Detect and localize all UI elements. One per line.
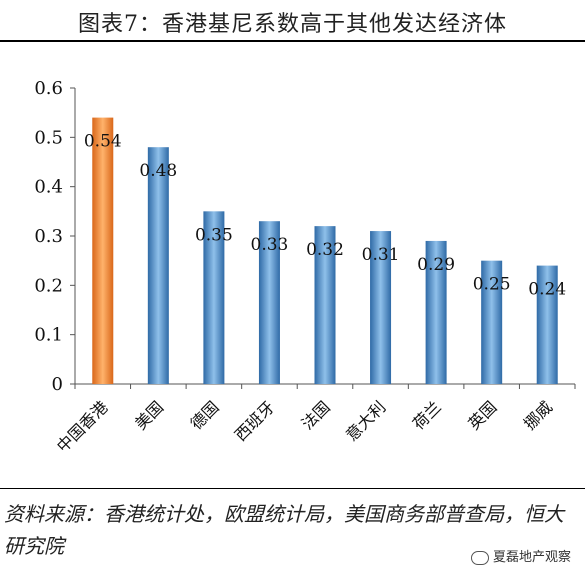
source-divider: [0, 488, 585, 489]
category-label: 西班牙: [231, 397, 278, 444]
y-tick-label: 0.4: [34, 177, 63, 198]
title-bar: 图表7：香港基尼系数高于其他发达经济体: [0, 0, 585, 40]
category-label: 挪威: [520, 397, 556, 433]
data-label: 0.32: [306, 240, 344, 260]
label-layer: 0.54 中国香港 0.48 美国 0.35 德国 0.33 西班牙 0.32 法国 0.31 意大利…: [53, 132, 566, 456]
y-tick-label: 0: [52, 374, 63, 395]
y-tick-label: 0.2: [34, 275, 63, 296]
data-label: 0.48: [139, 161, 177, 181]
data-label: 0.33: [251, 235, 289, 255]
page-title: 图表7：香港基尼系数高于其他发达经济体: [78, 12, 507, 37]
title-divider: [0, 40, 585, 42]
data-label: 0.54: [84, 132, 122, 152]
bar-layer: [92, 117, 558, 384]
wechat-icon: [470, 550, 489, 565]
data-label: 0.25: [473, 275, 511, 295]
category-label: 意大利: [342, 397, 389, 444]
bar-意大利: [370, 231, 392, 384]
bar-德国: [203, 211, 225, 384]
axis-layer: 0 0.1 0.2 0.3 0.4 0.5 0.6: [34, 78, 576, 395]
y-tick-label: 0.6: [34, 78, 63, 99]
y-tick-label: 0.3: [34, 226, 63, 247]
category-label: 英国: [464, 397, 500, 433]
bar-挪威: [536, 265, 558, 384]
data-label: 0.24: [528, 280, 566, 300]
bar-美国: [147, 147, 169, 384]
category-label: 美国: [131, 397, 167, 433]
bar-荷兰: [425, 240, 447, 384]
category-label: 德国: [187, 397, 223, 433]
watermark-text: 夏磊地产观察: [492, 550, 571, 565]
data-label: 0.35: [195, 225, 233, 245]
y-tick-label: 0.5: [34, 127, 63, 148]
data-label: 0.31: [362, 245, 400, 265]
category-label: 中国香港: [53, 397, 112, 456]
watermark: 夏磊地产观察: [470, 546, 571, 565]
bar-中国香港: [92, 117, 114, 384]
category-label: 荷兰: [409, 397, 445, 433]
source-note: 资料来源：香港统计处，欧盟统计局，美国商务部普查局，恒大研究院: [4, 502, 564, 558]
y-tick-label: 0.1: [34, 325, 63, 346]
category-label: 法国: [298, 397, 334, 433]
bar-英国: [481, 260, 503, 384]
bar-西班牙: [258, 221, 280, 384]
data-label: 0.29: [417, 255, 455, 275]
bar-法国: [314, 226, 336, 384]
bar-chart: 0 0.1 0.2 0.3 0.4 0.5 0.6 0.54 中国香港 0.48 美国 0.35 德国…: [34, 78, 576, 456]
